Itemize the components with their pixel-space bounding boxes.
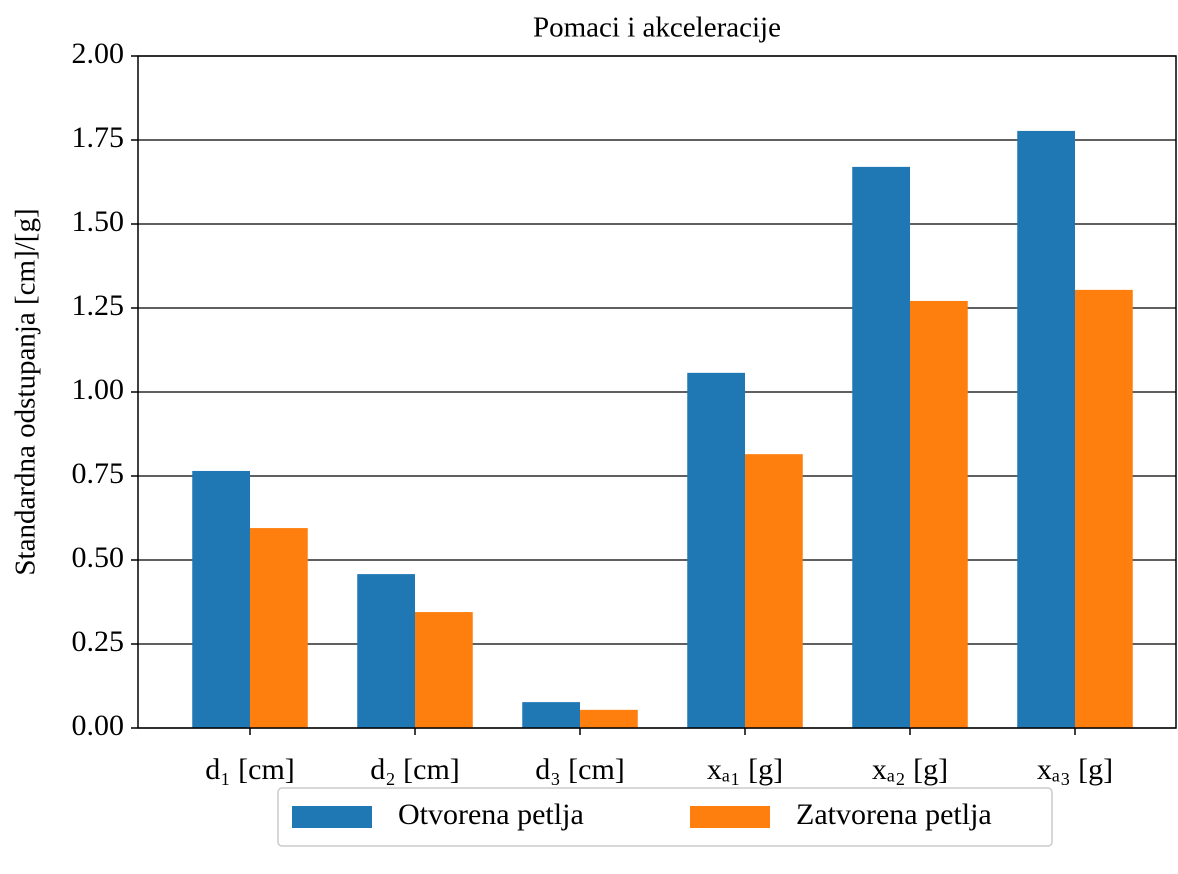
y-tick-label: 0.00 <box>72 709 125 742</box>
chart-title: Pomaci i akceleracije <box>533 12 781 44</box>
bar <box>852 166 910 728</box>
y-tick-label: 2.00 <box>72 37 125 70</box>
legend-swatch <box>690 806 770 828</box>
y-tick-label: 0.50 <box>72 541 125 574</box>
bar <box>745 454 803 728</box>
bar <box>192 470 250 728</box>
bar <box>910 300 968 728</box>
x-tick-label: d₂ [cm] <box>370 753 460 786</box>
x-tick-label: xₐ₃ [g] <box>1037 753 1113 786</box>
y-tick-label: 1.00 <box>72 373 125 406</box>
x-tick-label: d₃ [cm] <box>535 753 625 786</box>
bar <box>687 372 745 728</box>
plot-frame <box>137 55 1177 729</box>
y-tick-label: 0.75 <box>72 457 125 490</box>
bar <box>250 528 308 728</box>
x-tick-label: xₐ₁ [g] <box>707 753 783 786</box>
bar <box>357 574 415 728</box>
legend-label: Otvorena petlja <box>398 798 584 831</box>
y-tick-label: 1.25 <box>72 289 125 322</box>
y-tick-label: 0.25 <box>72 625 125 658</box>
bar <box>415 612 473 728</box>
x-tick-label: d₁ [cm] <box>205 753 295 786</box>
y-tick-label: 1.50 <box>72 205 125 238</box>
bar <box>1017 130 1075 729</box>
legend-swatch <box>292 806 372 828</box>
bar <box>580 709 638 728</box>
y-tick-label: 1.75 <box>72 121 125 154</box>
legend-box <box>277 787 1053 847</box>
bar <box>522 702 580 728</box>
x-tick-label: xₐ₂ [g] <box>872 753 948 786</box>
y-axis-label: Standardna odstupanja [cm]/[g] <box>10 208 42 575</box>
bar <box>1075 289 1133 728</box>
legend-label: Zatvorena petlja <box>796 798 992 831</box>
